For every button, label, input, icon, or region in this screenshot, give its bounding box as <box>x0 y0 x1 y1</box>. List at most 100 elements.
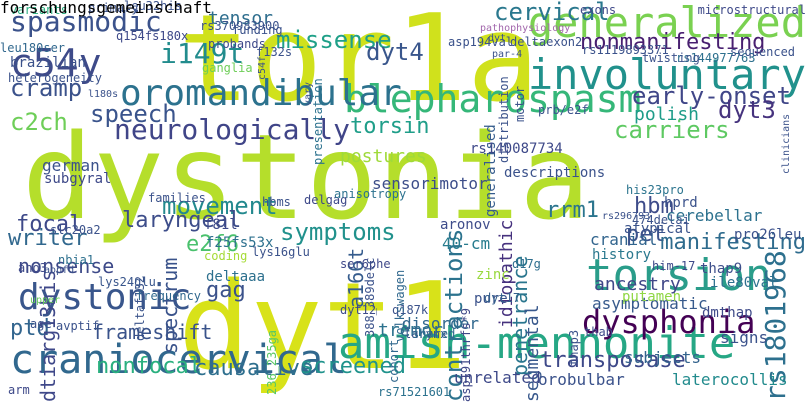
word: thab <box>584 325 613 339</box>
word: nbia1 <box>58 253 95 267</box>
word: rs71521601 <box>378 385 451 399</box>
word: ganglia <box>202 61 253 75</box>
word: rs140087734 <box>470 141 563 157</box>
word: cramp <box>10 74 83 102</box>
word: dyt1 <box>178 258 467 397</box>
word: probands <box>208 37 266 51</box>
word: par-4 <box>492 49 523 60</box>
word: laryngeal <box>122 208 242 233</box>
word: forschungsgemeinschaft <box>0 0 212 17</box>
word: rrm1 <box>546 198 599 223</box>
word: q187k <box>392 303 429 317</box>
word: e2f6 <box>186 232 239 257</box>
word: leu180ser <box>0 41 66 55</box>
word: his23pro <box>626 183 684 197</box>
word: signs <box>720 328 769 347</box>
word: funding <box>232 23 283 37</box>
word: focal <box>16 212 83 237</box>
word: thap3 <box>567 329 581 366</box>
word: missense <box>276 26 392 54</box>
word: symptoms <box>280 218 396 246</box>
word: subgyral <box>44 171 112 187</box>
word: speech <box>90 100 177 128</box>
word: dyt17 <box>484 291 521 305</box>
word: descriptions <box>504 165 606 181</box>
word: hprd <box>664 195 698 211</box>
word: 474delai <box>632 213 690 227</box>
word: pro26leu <box>734 227 802 243</box>
word: transposase <box>540 348 686 373</box>
word: dystonic <box>18 277 192 318</box>
word: frequency <box>136 289 202 303</box>
word: latero­collis <box>672 370 788 389</box>
word: writer <box>8 226 88 251</box>
word: deltaaa <box>206 269 266 285</box>
word: orobulbar <box>538 370 625 389</box>
word: primary <box>88 1 139 15</box>
word: blepharospasm <box>344 77 642 121</box>
word: asp191thrfs*9 <box>459 308 473 402</box>
word: gag <box>206 278 246 303</box>
word: aronov <box>440 217 491 233</box>
word: lys16glu <box>252 245 310 259</box>
word: nonfocal <box>96 354 202 379</box>
word: delgag <box>304 193 348 207</box>
word: l180s <box>88 89 119 100</box>
word: cervical <box>494 0 610 26</box>
word: spasmodic <box>10 5 162 38</box>
word: nonsense <box>18 254 115 278</box>
word: lys24glu <box>98 275 156 289</box>
word: involuntary <box>527 50 806 99</box>
word: torsin <box>350 114 430 139</box>
word: leu32his <box>124 0 182 13</box>
word: cerebellar <box>666 206 763 225</box>
word: variants <box>10 3 68 17</box>
word: brazilian <box>10 55 86 71</box>
word: craniocervical <box>10 337 348 383</box>
word: ancestry <box>594 274 681 295</box>
word: generalized <box>527 0 806 47</box>
word: carriers <box>614 116 730 144</box>
word: unrelated <box>454 368 541 387</box>
word: hbm <box>634 194 674 219</box>
word: heterogeneity <box>8 71 102 85</box>
word: f25fs53x <box>206 235 274 251</box>
word: upper <box>30 295 61 306</box>
word: him-17 <box>652 259 696 273</box>
word: q154fs180x <box>116 29 189 43</box>
word: causative <box>194 356 314 381</box>
word: polish <box>634 104 700 125</box>
word: pet <box>626 222 666 247</box>
word: ptd <box>10 316 50 341</box>
word: dyt12 <box>340 303 377 317</box>
word: ano3 <box>18 261 47 275</box>
word: pathophysiology <box>480 23 571 34</box>
word: oromandibular <box>120 73 402 114</box>
word: shared <box>412 327 456 341</box>
word: thap9 <box>700 261 743 277</box>
word: rs144977763 <box>676 51 756 65</box>
word: dyt <box>488 33 507 44</box>
word: amish-mennonite <box>338 318 736 369</box>
word: sequenced <box>730 45 796 59</box>
word: hbms <box>262 195 291 209</box>
word: exons <box>580 3 617 17</box>
word: cohort <box>387 339 401 383</box>
word: generalised <box>483 124 499 217</box>
word: anisotropy <box>334 187 407 201</box>
word: atypical <box>624 221 692 237</box>
word: ser6phe <box>340 257 391 271</box>
word: pure <box>474 291 508 307</box>
word: dtiarg13his <box>36 269 60 402</box>
word: c54f <box>257 55 268 80</box>
word: rs296793 <box>602 211 651 222</box>
word: manifesting <box>660 230 806 255</box>
word: 388_389delc <box>363 257 377 337</box>
word: early-onset <box>632 82 791 110</box>
word: f132s <box>256 45 293 59</box>
word: german <box>42 156 100 175</box>
word: families <box>148 191 206 205</box>
word: arm <box>8 383 30 397</box>
word: asp194val <box>448 35 514 49</box>
